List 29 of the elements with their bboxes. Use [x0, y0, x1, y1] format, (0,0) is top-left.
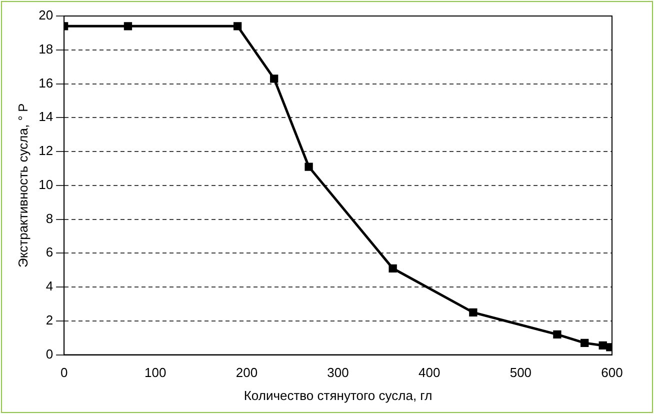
- y-tick-label: 6: [46, 244, 54, 260]
- point: [598, 341, 607, 350]
- y-axis-title: Экстрактивность сусла, ° Р: [15, 103, 30, 268]
- x-tick-label: 200: [236, 365, 258, 380]
- point: [124, 22, 132, 30]
- x-tick-label: 600: [601, 365, 623, 380]
- x-tick-label: 0: [60, 365, 68, 380]
- y-tick-label: 14: [38, 109, 54, 124]
- x-tick-label: 300: [327, 365, 349, 380]
- point: [233, 22, 242, 30]
- point: [553, 330, 562, 339]
- x-tick-label: 400: [418, 365, 440, 380]
- x-axis-title: Количество стянутого сусла, гл: [244, 388, 432, 403]
- point: [270, 74, 278, 83]
- x-tick-label: 100: [144, 365, 166, 380]
- y-tick-label: 16: [38, 75, 54, 90]
- point: [304, 162, 313, 171]
- y-tick-label: 12: [38, 143, 54, 158]
- y-tick-label: 20: [38, 8, 54, 23]
- y-tick-label: 2: [46, 312, 54, 328]
- y-tick-label: 18: [38, 41, 54, 56]
- point: [388, 264, 397, 272]
- y-tick-label: 10: [38, 176, 54, 192]
- point: [580, 338, 589, 348]
- y-tick-label: 8: [46, 210, 54, 226]
- y-tick-label: 4: [46, 278, 54, 294]
- x-tick-label: 500: [510, 365, 532, 380]
- y-tick-label: 0: [46, 346, 54, 362]
- point: [469, 308, 478, 317]
